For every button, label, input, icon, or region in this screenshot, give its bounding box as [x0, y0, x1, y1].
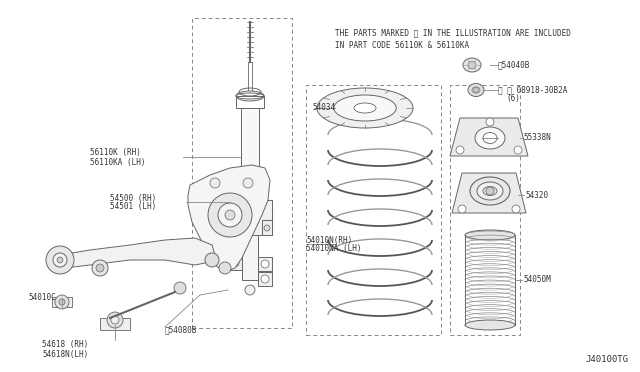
Ellipse shape — [477, 182, 503, 200]
Text: 54501 (LH): 54501 (LH) — [110, 202, 156, 212]
Circle shape — [458, 205, 466, 213]
Bar — [450, 85, 520, 335]
Ellipse shape — [465, 320, 515, 330]
Text: 54500 (RH): 54500 (RH) — [110, 193, 156, 202]
Circle shape — [261, 275, 269, 283]
Circle shape — [96, 264, 104, 272]
Circle shape — [53, 253, 67, 267]
Circle shape — [225, 210, 235, 220]
Text: (6): (6) — [506, 94, 520, 103]
Bar — [258, 257, 272, 271]
Circle shape — [486, 187, 494, 195]
Bar — [100, 318, 130, 330]
Polygon shape — [55, 238, 215, 268]
Ellipse shape — [463, 58, 481, 72]
Text: 54320: 54320 — [525, 190, 548, 199]
Bar — [192, 18, 292, 328]
Bar — [241, 108, 259, 220]
Text: ※54080B: ※54080B — [165, 326, 197, 334]
Ellipse shape — [475, 127, 505, 149]
Ellipse shape — [472, 87, 480, 93]
Text: 54034: 54034 — [312, 103, 335, 112]
FancyBboxPatch shape — [228, 200, 272, 235]
Ellipse shape — [354, 103, 376, 113]
Circle shape — [514, 146, 522, 154]
Text: 56110KA (LH): 56110KA (LH) — [90, 157, 145, 167]
Circle shape — [210, 178, 220, 188]
Circle shape — [245, 285, 255, 295]
Text: ※54040B: ※54040B — [498, 61, 531, 70]
Text: 54010NA (LH): 54010NA (LH) — [306, 244, 362, 253]
Text: 54010C: 54010C — [28, 294, 56, 302]
Ellipse shape — [483, 132, 497, 144]
Circle shape — [219, 262, 231, 274]
Polygon shape — [452, 173, 526, 213]
Text: 54010N(RH): 54010N(RH) — [306, 235, 352, 244]
Circle shape — [243, 178, 253, 188]
Circle shape — [264, 225, 270, 231]
Ellipse shape — [465, 230, 515, 240]
Circle shape — [57, 257, 63, 263]
Circle shape — [92, 260, 108, 276]
Polygon shape — [450, 118, 528, 156]
Circle shape — [261, 260, 269, 268]
Ellipse shape — [483, 186, 497, 196]
Bar — [258, 272, 272, 286]
Ellipse shape — [317, 88, 413, 128]
Text: ※ Ⓝ 08918-30B2A: ※ Ⓝ 08918-30B2A — [498, 86, 568, 94]
Circle shape — [46, 246, 74, 274]
Circle shape — [205, 253, 219, 267]
Text: 54618N(LH): 54618N(LH) — [42, 350, 88, 359]
Bar — [52, 297, 72, 307]
Circle shape — [230, 225, 236, 231]
Text: 54618 (RH): 54618 (RH) — [42, 340, 88, 350]
Circle shape — [174, 282, 186, 294]
Bar — [236, 96, 264, 108]
Ellipse shape — [334, 95, 396, 121]
Bar — [306, 85, 441, 335]
Ellipse shape — [470, 177, 510, 205]
Circle shape — [456, 146, 464, 154]
Text: 54050M: 54050M — [523, 276, 551, 285]
Bar — [228, 256, 242, 270]
Circle shape — [468, 61, 476, 69]
Text: 56110K (RH): 56110K (RH) — [90, 148, 141, 157]
Text: J40100TG: J40100TG — [585, 356, 628, 365]
Polygon shape — [188, 165, 270, 272]
Circle shape — [107, 312, 123, 328]
Ellipse shape — [468, 83, 484, 96]
Bar — [242, 235, 258, 280]
Circle shape — [111, 316, 119, 324]
Circle shape — [218, 203, 242, 227]
Circle shape — [59, 299, 65, 305]
Text: 55338N: 55338N — [523, 134, 551, 142]
Text: THE PARTS MARKED ※ IN THE ILLUSTRATION ARE INCLUDED
IN PART CODE 56110K & 56110K: THE PARTS MARKED ※ IN THE ILLUSTRATION A… — [335, 28, 571, 49]
Circle shape — [512, 205, 520, 213]
Circle shape — [231, 259, 239, 267]
Circle shape — [208, 193, 252, 237]
Circle shape — [486, 118, 494, 126]
Bar — [228, 220, 238, 235]
Bar — [262, 220, 272, 235]
Circle shape — [55, 295, 69, 309]
Circle shape — [474, 87, 479, 93]
